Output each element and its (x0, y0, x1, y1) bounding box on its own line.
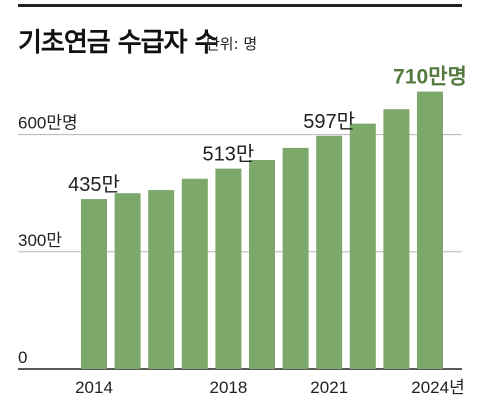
bar-2024 (417, 91, 443, 370)
y-tick-label: 300만 (18, 231, 62, 250)
bar-2020 (282, 147, 309, 369)
bar-2016 (148, 190, 175, 369)
y-tick-label: 0 (18, 348, 27, 367)
bar-2018 (215, 168, 242, 369)
x-tick-label-2024: 2024년 (411, 378, 464, 397)
data-labels: 435만 513만 597만 710만명 (68, 66, 467, 196)
bar-2022 (349, 123, 376, 369)
bar-2019 (249, 159, 275, 369)
bar-2015 (114, 193, 141, 369)
data-label-2021: 597만 (303, 110, 355, 133)
x-tick-label-2014: 2014 (75, 378, 113, 397)
y-axis-ticks: 0 300만 600만명 (18, 114, 78, 367)
unit-label: 단위: 명 (206, 35, 258, 53)
bar-2021 (316, 135, 343, 369)
x-tick-label-2018: 2018 (209, 378, 247, 397)
bar-2014 (81, 199, 107, 369)
top-rule (18, 4, 462, 7)
data-label-2018: 513만 (203, 143, 255, 166)
bar-2017 (181, 178, 208, 369)
chart-title: 기초연금 수급자 수 (18, 28, 218, 58)
x-tick-label-2021: 2021 (310, 378, 348, 397)
data-label-2024: 710만명 (393, 66, 467, 89)
bar-2023 (383, 109, 410, 369)
x-axis-ticks: 2014 2018 2021 2024년 (75, 378, 465, 397)
data-label-2014: 435만 (68, 173, 120, 196)
y-tick-label: 600만명 (18, 114, 78, 133)
bars (81, 91, 443, 370)
